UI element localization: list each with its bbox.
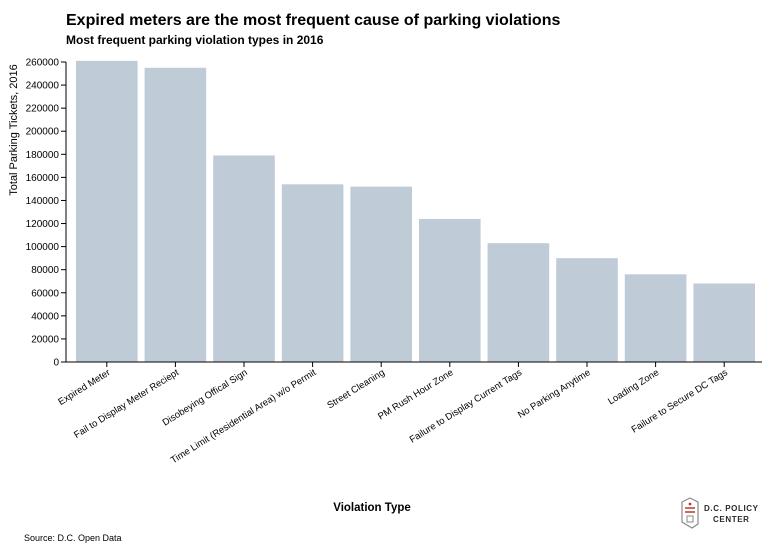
- bar: [556, 258, 618, 362]
- bar: [624, 274, 687, 362]
- y-axis-title: Total Parking Tickets, 2016: [8, 64, 20, 195]
- bar: [76, 60, 138, 362]
- dc-policy-center-logo: D.C. POLICY CENTER: [676, 496, 766, 536]
- y-tick-label: 180000: [26, 150, 60, 161]
- bar: [350, 186, 412, 362]
- y-tick-label: 120000: [26, 219, 60, 230]
- y-tick-label: 200000: [26, 127, 60, 138]
- y-tick-label: 60000: [31, 288, 59, 299]
- y-tick-label: 160000: [26, 173, 60, 184]
- x-tick-label: Street Cleaning: [325, 367, 386, 411]
- chart-title: Expired meters are the most frequent cau…: [66, 12, 561, 29]
- bar: [693, 283, 755, 362]
- x-axis-title: Violation Type: [0, 502, 780, 514]
- y-tick-label: 220000: [26, 104, 60, 115]
- bar: [281, 184, 344, 362]
- bars: [76, 60, 755, 363]
- bar: [419, 218, 481, 362]
- y-tick-label: 100000: [26, 242, 60, 253]
- y-tick-label: 40000: [31, 311, 59, 322]
- y-axis: 0 20000 40000 60000 80000 100000 120000 140000 1…: [26, 58, 67, 369]
- x-tick-label: No Parking Anytime: [516, 367, 593, 421]
- chart-subtitle: Most frequent parking violation types in…: [66, 33, 324, 47]
- y-tick-label: 260000: [26, 58, 60, 69]
- x-tick-label: Failure to Display Current Tags: [408, 367, 524, 445]
- x-tick-label: Loading Zone: [606, 367, 661, 407]
- y-tick-label: 240000: [26, 81, 60, 92]
- bar: [213, 155, 275, 362]
- logo-line2: CENTER: [713, 515, 750, 524]
- bar: [487, 243, 550, 362]
- y-tick-label: 20000: [31, 334, 59, 345]
- x-tick-label: Expired Meter: [56, 367, 112, 408]
- x-axis-title-text: Violation Type: [333, 502, 411, 514]
- bar-chart: 0 20000 40000 60000 80000 100000 120000 140000 1…: [8, 58, 762, 466]
- capitol-icon: [681, 497, 699, 529]
- bar: [144, 67, 207, 363]
- logo-line1: D.C. POLICY: [704, 504, 759, 513]
- y-tick-label: 0: [53, 358, 59, 369]
- x-tick-label: Time Limit (Residential Area) w/o Permit: [169, 367, 319, 466]
- y-tick-label: 140000: [26, 196, 60, 207]
- y-tick-label: 80000: [31, 265, 59, 276]
- source-note: Source: D.C. Open Data: [24, 533, 122, 543]
- logo-text: D.C. POLICY CENTER: [704, 503, 759, 525]
